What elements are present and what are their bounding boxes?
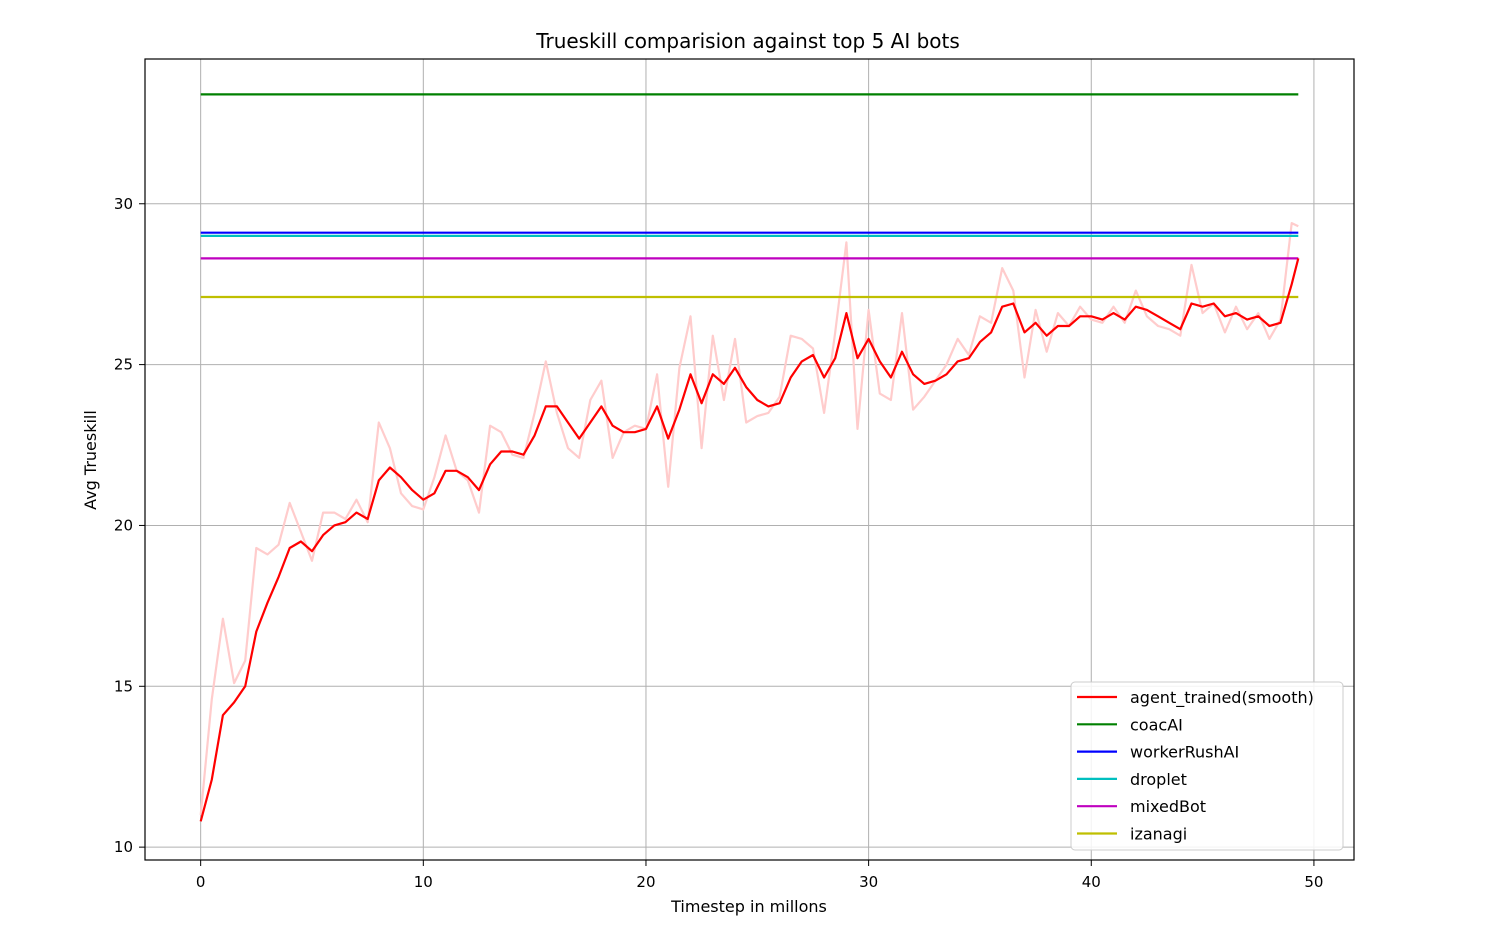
legend-label-droplet: droplet <box>1130 770 1187 789</box>
x-tick-label: 40 <box>1082 873 1101 891</box>
raw-series-line <box>199 222 1299 816</box>
x-tick-label: 0 <box>196 873 206 891</box>
legend-label-coacai: coacAI <box>1130 715 1183 734</box>
grid <box>145 59 1354 860</box>
y-tick-label: 30 <box>114 195 133 213</box>
y-tick-label: 25 <box>114 356 133 374</box>
x-axis-label: Timestep in millons <box>670 897 827 916</box>
x-tick-label: 20 <box>636 873 655 891</box>
legend-label-workerrushai: workerRushAI <box>1130 743 1239 762</box>
plot-frame <box>144 58 1355 861</box>
legend-label-agent-trained-smooth: agent_trained(smooth) <box>1130 688 1314 708</box>
legend: agent_trained(smooth) coacAI workerRushAI d… <box>1070 681 1344 851</box>
chart-title: Trueskill comparision against top 5 AI b… <box>535 29 960 53</box>
y-tick-label: 15 <box>114 677 133 695</box>
legend-label-izanagi: izanagi <box>1130 825 1187 844</box>
x-tick-label: 30 <box>859 873 878 891</box>
legend-box <box>1070 681 1344 851</box>
series-layer <box>199 93 1300 822</box>
y-axis-label: Avg Trueskill <box>81 410 100 510</box>
legend-label-mixedbot: mixedBot <box>1130 797 1206 816</box>
y-tick-label: 20 <box>114 516 133 534</box>
raw-series-layer <box>199 222 1299 816</box>
axis-ticks: 0 10 20 30 40 50 10 15 20 25 30 <box>114 195 1324 891</box>
x-tick-label: 10 <box>414 873 433 891</box>
series-line-agent-trained-smooth <box>199 258 1300 822</box>
y-tick-label: 10 <box>114 838 133 856</box>
x-tick-label: 50 <box>1304 873 1323 891</box>
